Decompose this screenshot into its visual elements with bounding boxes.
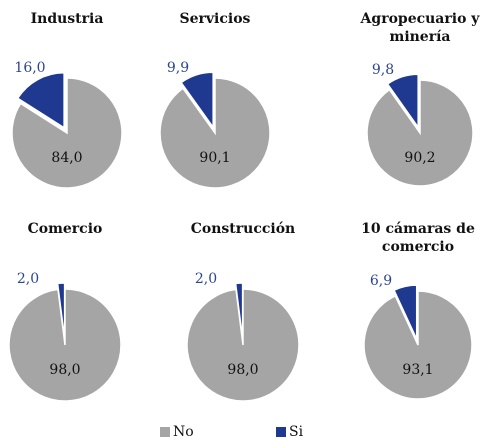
data-label: 16,0 bbox=[14, 60, 45, 76]
data-label: 90,1 bbox=[199, 150, 230, 166]
chart-title: Comercio bbox=[27, 221, 103, 237]
data-label: 98,0 bbox=[49, 362, 80, 378]
pie-slice bbox=[159, 77, 271, 189]
pie-slice bbox=[180, 71, 214, 130]
legend-swatch bbox=[160, 427, 170, 437]
pie-slice bbox=[386, 73, 419, 130]
data-label: 84,0 bbox=[51, 150, 82, 166]
legend-swatch bbox=[276, 427, 286, 437]
pie-slice bbox=[8, 288, 122, 402]
pie-slice bbox=[11, 77, 123, 189]
data-label: 2,0 bbox=[195, 271, 217, 287]
pie-slice bbox=[56, 282, 66, 340]
legend-label: No bbox=[173, 424, 194, 440]
data-label: 9,9 bbox=[167, 60, 189, 76]
data-label: 6,9 bbox=[370, 273, 392, 289]
chart-title: 10 cámaras de comercio bbox=[361, 221, 475, 255]
data-label: 2,0 bbox=[17, 271, 39, 287]
chart-title: Construcción bbox=[190, 221, 296, 237]
pie-slice bbox=[234, 282, 244, 340]
pie-slice bbox=[393, 284, 418, 340]
chart-title: Industria bbox=[30, 11, 104, 27]
legend-label: Si bbox=[289, 424, 304, 440]
data-label: 9,8 bbox=[372, 62, 394, 78]
data-label: 90,2 bbox=[404, 150, 435, 166]
pie-slice bbox=[363, 290, 473, 400]
data-label: 93,1 bbox=[402, 362, 433, 378]
pie-slice bbox=[186, 288, 300, 402]
chart-title: Servicios bbox=[179, 11, 251, 27]
chart-title: Agropecuario y minería bbox=[360, 11, 480, 45]
pie-slice bbox=[16, 71, 65, 130]
pie-slice bbox=[366, 79, 474, 187]
data-label: 98,0 bbox=[227, 362, 258, 378]
